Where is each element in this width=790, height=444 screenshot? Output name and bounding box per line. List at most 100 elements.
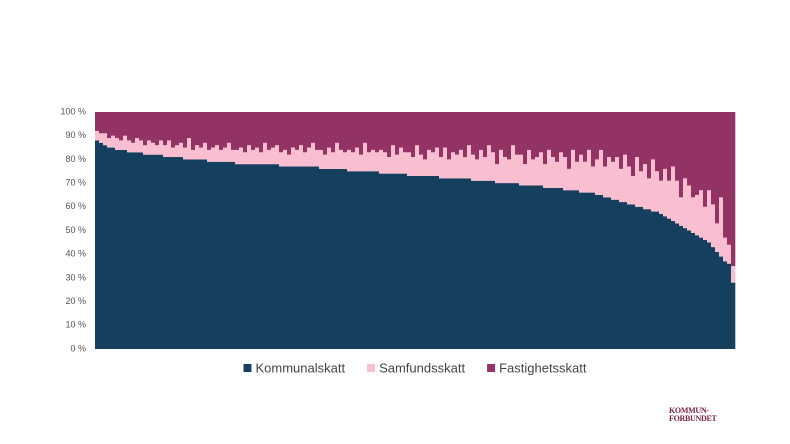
bar-segment bbox=[503, 112, 508, 158]
bar-segment bbox=[655, 211, 660, 349]
bar-segment bbox=[579, 154, 584, 193]
bar-segment bbox=[151, 142, 156, 155]
bar-segment bbox=[635, 157, 640, 207]
bar-segment bbox=[603, 197, 608, 349]
bar-segment bbox=[591, 166, 596, 193]
bar-segment bbox=[515, 154, 520, 184]
bar-segment bbox=[235, 164, 240, 349]
bar-segment bbox=[483, 157, 488, 181]
bar-segment bbox=[551, 157, 556, 188]
bar-segment bbox=[579, 112, 584, 155]
bar-segment bbox=[219, 149, 224, 162]
bar-segment bbox=[459, 112, 464, 150]
bar-segment bbox=[147, 154, 152, 349]
bar-segment bbox=[411, 112, 416, 158]
bar-segment bbox=[571, 149, 576, 191]
bar-segment bbox=[383, 173, 388, 349]
bar-segment bbox=[271, 147, 276, 165]
bar-segment bbox=[259, 152, 264, 165]
bar-segment bbox=[679, 225, 684, 349]
bar-segment bbox=[503, 183, 508, 349]
bar-segment bbox=[375, 171, 380, 349]
bar-segment bbox=[471, 180, 476, 349]
bar-segment bbox=[387, 173, 392, 349]
bar-segment bbox=[331, 168, 336, 349]
bar-segment bbox=[603, 112, 608, 167]
bar-segment bbox=[647, 178, 652, 210]
bar-segment bbox=[731, 266, 736, 283]
bar-segment bbox=[395, 154, 400, 174]
bar-segment bbox=[727, 263, 732, 349]
bar-segment bbox=[527, 185, 532, 349]
bar-segment bbox=[379, 149, 384, 174]
bar-segment bbox=[499, 149, 504, 184]
bar-segment bbox=[227, 142, 232, 162]
bar-segment bbox=[247, 145, 252, 165]
bar-segment bbox=[347, 171, 352, 349]
bar-segment bbox=[367, 171, 372, 349]
bar-segment bbox=[351, 112, 356, 153]
bar-segment bbox=[483, 180, 488, 349]
bar-segment bbox=[307, 112, 312, 148]
bar-segment bbox=[367, 112, 372, 153]
bar-segment bbox=[495, 183, 500, 349]
bar-segment bbox=[371, 112, 376, 150]
bar-segment bbox=[687, 112, 692, 186]
bar-segment bbox=[543, 187, 548, 349]
bar-segment bbox=[323, 154, 328, 169]
bar-segment bbox=[503, 157, 508, 184]
bar-segment bbox=[519, 185, 524, 349]
bar-segment bbox=[103, 112, 108, 134]
bar-segment bbox=[359, 154, 364, 172]
bar-segment bbox=[447, 159, 452, 179]
bar-segment bbox=[691, 112, 696, 198]
bar-segment bbox=[591, 192, 596, 349]
bar-segment bbox=[463, 157, 468, 179]
bar-segment bbox=[279, 112, 284, 153]
bar-segment bbox=[375, 152, 380, 172]
bar-segment bbox=[475, 159, 480, 181]
bar-segment bbox=[683, 228, 688, 349]
bar-segment bbox=[611, 112, 616, 162]
bar-segment bbox=[355, 112, 360, 148]
bar-segment bbox=[599, 149, 604, 195]
bar-segment bbox=[439, 157, 444, 179]
bar-segment bbox=[123, 135, 128, 150]
bar-segment bbox=[511, 183, 516, 349]
bar-segment bbox=[679, 197, 684, 226]
bar-segment bbox=[379, 112, 384, 150]
bar-segment bbox=[507, 112, 512, 160]
bar-segment bbox=[731, 282, 736, 349]
y-tick-label: 20 % bbox=[65, 296, 86, 306]
bar-segment bbox=[663, 216, 668, 349]
bar-segment bbox=[227, 161, 232, 349]
bar-segment bbox=[655, 171, 660, 212]
bar-segment bbox=[191, 149, 196, 160]
y-tick-label: 10 % bbox=[65, 320, 86, 330]
bar-segment bbox=[191, 159, 196, 349]
bar-segment bbox=[511, 112, 516, 146]
bar-segment bbox=[223, 161, 228, 349]
bar-segment bbox=[351, 152, 356, 172]
bar-segment bbox=[283, 166, 288, 349]
bar-segment bbox=[267, 149, 272, 165]
bar-segment bbox=[431, 175, 436, 349]
bar-segment bbox=[203, 142, 208, 160]
bar-segment bbox=[287, 112, 292, 155]
bar-segment bbox=[447, 112, 452, 160]
bar-segment bbox=[355, 171, 360, 349]
bar-segment bbox=[555, 161, 560, 188]
bar-segment bbox=[191, 112, 196, 150]
bar-segment bbox=[699, 237, 704, 349]
bar-segment bbox=[443, 147, 448, 179]
bar-segment bbox=[391, 173, 396, 349]
bar-segment bbox=[231, 149, 236, 162]
bar-segment bbox=[175, 157, 180, 349]
bar-segment bbox=[531, 185, 536, 349]
bar-segment bbox=[391, 145, 396, 174]
bar-segment bbox=[667, 112, 672, 181]
bar-segment bbox=[551, 112, 556, 158]
bar-segment bbox=[711, 247, 716, 349]
bar-segment bbox=[187, 138, 192, 160]
bar-segment bbox=[95, 140, 100, 349]
